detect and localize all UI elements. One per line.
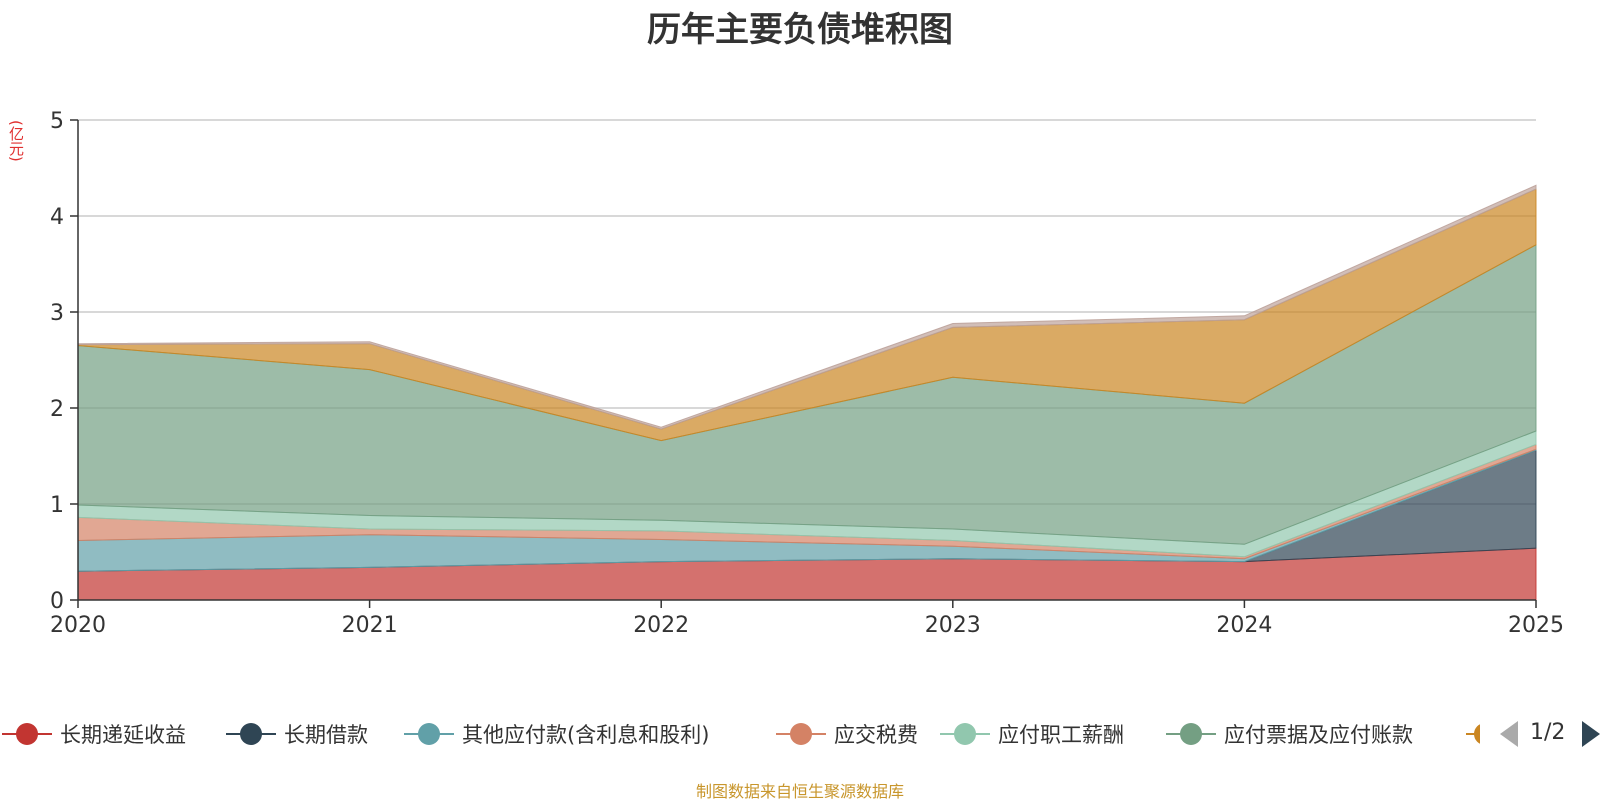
legend-marker-icon xyxy=(776,722,826,746)
chart-title: 历年主要负债堆积图 xyxy=(647,10,953,50)
legend-item[interactable]: 长期递延收益 xyxy=(2,716,186,752)
legend-label: 应付职工薪酬 xyxy=(998,723,1124,747)
legend-marker-icon xyxy=(1166,722,1216,746)
x-tick-label: 2021 xyxy=(342,613,398,638)
y-tick-label: 5 xyxy=(50,109,64,134)
legend-item-partial xyxy=(1466,716,1480,752)
legend-marker-icon xyxy=(404,722,454,746)
legend: 长期递延收益 长期借款 其他应付款(含利息和股利) 应交税费 应付职工薪酬 应付票据及应付… xyxy=(0,716,1600,752)
axes: 0 1 2 3 4 5 2020 2021 2022 2023 2024 2025 xyxy=(50,109,1564,638)
area-series xyxy=(77,184,1537,601)
area-其他 xyxy=(77,184,1537,430)
x-tick-label: 2022 xyxy=(633,613,689,638)
y-tick-label: 0 xyxy=(50,589,64,614)
legend-label: 应付票据及应付账款 xyxy=(1224,723,1413,747)
x-tick-label: 2024 xyxy=(1216,613,1272,638)
legend-label: 其他应付款(含利息和股利) xyxy=(462,723,710,747)
legend-label: 长期借款 xyxy=(284,723,368,747)
data-source-note: 制图数据来自恒生聚源数据库 xyxy=(695,782,904,801)
legend-label: 应交税费 xyxy=(834,723,918,747)
legend-item[interactable]: 应付票据及应付账款 xyxy=(1166,716,1413,752)
x-tick-label: 2020 xyxy=(50,613,106,638)
legend-marker-icon xyxy=(2,722,52,746)
legend-item[interactable]: 应付职工薪酬 xyxy=(940,716,1124,752)
legend-page-indicator: 1/2 xyxy=(1530,720,1566,745)
x-tick-label: 2023 xyxy=(925,613,981,638)
legend-pager: 1/2 xyxy=(1500,716,1600,752)
legend-marker-icon xyxy=(226,722,276,746)
legend-item[interactable]: 其他应付款(含利息和股利) xyxy=(404,716,709,752)
y-tick-label: 1 xyxy=(50,493,64,518)
legend-item[interactable]: 长期借款 xyxy=(226,716,368,752)
legend-prev-page-icon[interactable] xyxy=(1500,721,1518,747)
y-tick-label: 4 xyxy=(50,205,64,230)
legend-label: 长期递延收益 xyxy=(60,723,186,747)
y-tick-label: 2 xyxy=(50,397,64,422)
legend-item[interactable]: 应交税费 xyxy=(776,716,918,752)
legend-next-page-icon[interactable] xyxy=(1582,721,1600,747)
legend-marker-icon xyxy=(940,722,990,746)
x-tick-label: 2025 xyxy=(1508,613,1564,638)
y-tick-label: 3 xyxy=(50,301,64,326)
y-axis-unit: (亿元) xyxy=(7,120,25,162)
